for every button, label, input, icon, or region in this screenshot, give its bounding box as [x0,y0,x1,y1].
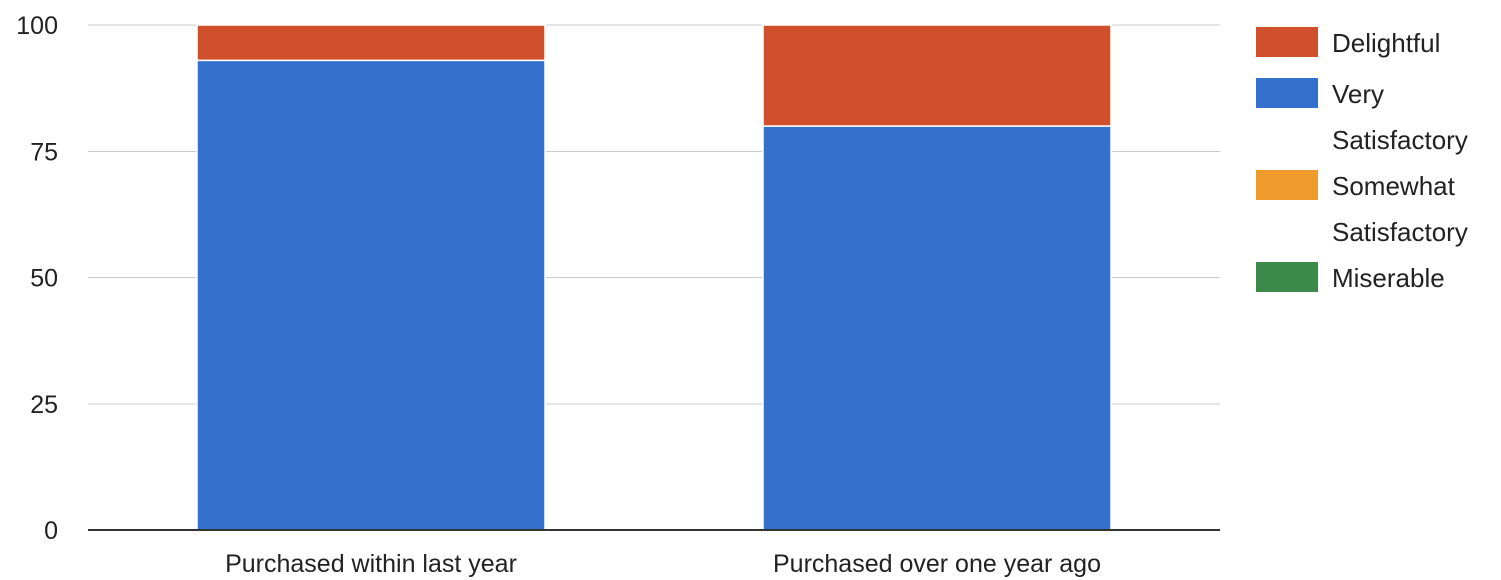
legend-label-delightful: Delightful [1332,28,1440,58]
x-axis: Purchased within last year Purchased over… [88,529,1220,578]
y-tick-label: 50 [30,265,58,293]
y-tick-label: 25 [30,391,58,419]
bar-very-satisfactory-purchased-over-one-year-ago [762,125,1112,531]
legend-label-very-satisfactory: Very Satisfactory [1332,79,1468,155]
bar-delightful-purchased-over-one-year-ago [762,24,1112,127]
y-tick-label: 100 [16,12,58,40]
x-tick-label: Purchased within last year [225,550,517,578]
legend-swatch-miserable [1256,262,1318,292]
bar-very-satisfactory-purchased-within-last-year [196,59,546,531]
y-tick-label: 0 [44,517,58,545]
legend: Delightful Very Satisfactory Somewhat Sati… [1256,27,1468,293]
y-axis: 0 25 50 75 100 [16,12,58,545]
bars [196,24,1112,531]
legend-swatch-delightful [1256,27,1318,57]
bar-delightful-purchased-within-last-year [196,24,546,62]
x-tick-label: Purchased over one year ago [773,550,1101,578]
legend-label-somewhat-satisfactory: Somewhat Satisfactory [1332,171,1468,247]
legend-swatch-very-satisfactory [1256,78,1318,108]
legend-swatch-somewhat-satisfactory [1256,170,1318,200]
y-tick-label: 75 [30,138,58,166]
legend-label-miserable: Miserable [1332,263,1445,293]
